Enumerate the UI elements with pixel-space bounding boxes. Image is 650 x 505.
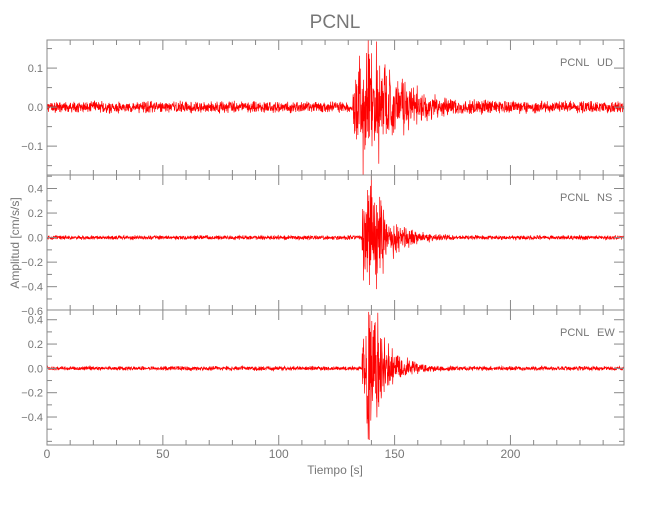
y-tick-label: −0.6 xyxy=(21,306,43,318)
y-tick-label: −0.2 xyxy=(21,388,43,400)
y-tick-label: −0.1 xyxy=(21,141,43,153)
y-tick-label: 0.0 xyxy=(28,102,43,114)
y-tick-label: 0.2 xyxy=(28,208,43,220)
y-tick-label: −0.4 xyxy=(21,412,43,424)
station-label: PCNL xyxy=(560,327,589,339)
y-axis-label: Amplitud [cm/s/s] xyxy=(8,197,22,288)
waveform-ew xyxy=(46,311,625,441)
waveform-ud xyxy=(46,39,625,176)
station-label: PCNL xyxy=(560,192,589,204)
x-tick-label: 200 xyxy=(500,447,520,461)
x-axis-label: Tiempo [s] xyxy=(307,463,363,477)
component-label: EW xyxy=(597,327,615,339)
panel-ud: 0.1 0.0 −0.1 PCNL UD xyxy=(21,39,625,176)
x-tick-label: 150 xyxy=(385,447,405,461)
station-label: PCNL xyxy=(560,57,589,69)
y-tick-label: 0.4 xyxy=(28,184,43,196)
y-tick-label: −0.4 xyxy=(21,282,43,294)
y-tick-label: 0.2 xyxy=(28,339,43,351)
x-tick-label: 50 xyxy=(156,447,170,461)
panel-ns: 0.4 0.2 0.0 −0.2 −0.4 −0.6 PCNL NS xyxy=(21,174,625,318)
component-label: UD xyxy=(597,57,613,69)
component-label: NS xyxy=(597,192,612,204)
waveform-ns xyxy=(46,174,625,290)
chart-title: PCNL xyxy=(310,12,361,33)
x-tick-label: 100 xyxy=(269,447,289,461)
y-tick-label: −0.2 xyxy=(21,257,43,269)
y-tick-label: 0.0 xyxy=(28,233,43,245)
y-tick-label: 0.1 xyxy=(28,63,43,75)
y-tick-label: 0.4 xyxy=(28,315,43,327)
x-tick-label: 0 xyxy=(44,447,51,461)
y-tick-label: 0.0 xyxy=(28,363,43,375)
panel-frame xyxy=(46,174,625,311)
panel-ew: 0.4 0.2 0.0 −0.2 −0.4 PCNL EW xyxy=(21,309,625,446)
panel-frame xyxy=(46,309,625,446)
